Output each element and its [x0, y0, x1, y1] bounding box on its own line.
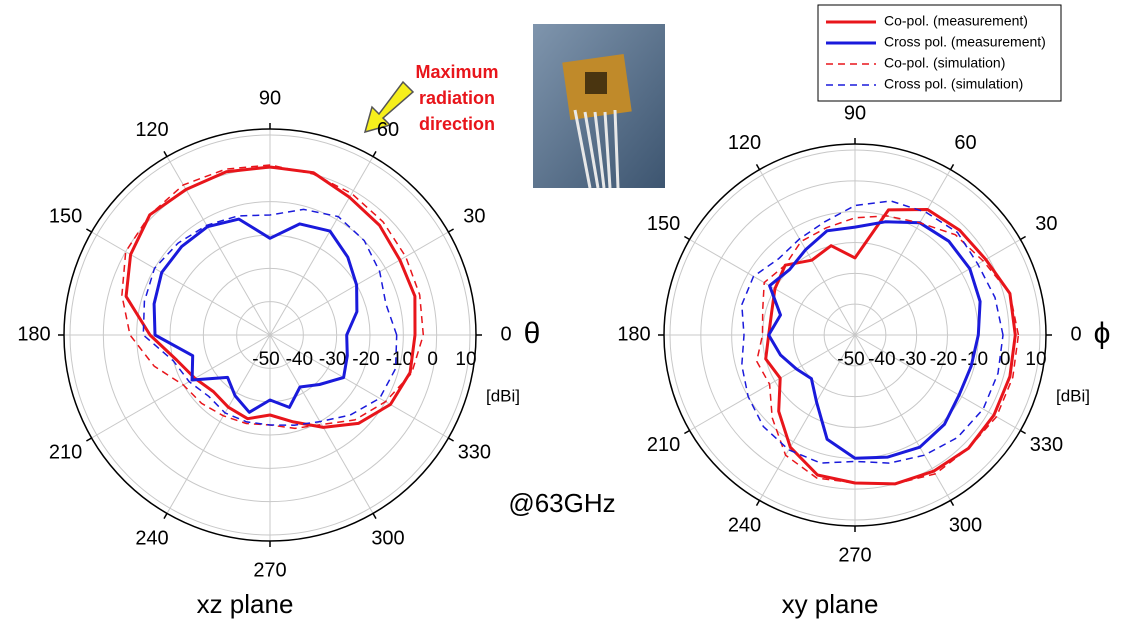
- annotation: direction: [419, 114, 495, 134]
- chart: Maximum radiation direction @63GHz 0 30 60…: [0, 0, 1127, 626]
- r-tick-label: 0: [427, 349, 438, 370]
- angle-tick: [684, 431, 689, 434]
- r-tick-label: 10: [455, 349, 476, 370]
- r-tick-label: -30: [899, 349, 926, 370]
- angle-tick-label: 300: [949, 515, 982, 537]
- angle-tick-label: 330: [1030, 434, 1063, 456]
- angle-tick-label: 300: [371, 528, 404, 550]
- legend-label: Co-pol. (simulation): [884, 55, 1005, 71]
- angle-tick-label: 240: [135, 528, 168, 550]
- angle-tick: [1020, 237, 1025, 240]
- angle-tick-label: 270: [838, 544, 871, 566]
- r-tick-label: 0: [1000, 349, 1011, 370]
- angle-tick-label: 120: [728, 132, 761, 154]
- angle-tick-label: 330: [458, 441, 491, 463]
- unit-label: [dBi]: [1056, 386, 1090, 405]
- r-tick-label: -50: [252, 349, 279, 370]
- angle-tick: [951, 500, 954, 505]
- r-tick-label: -40: [286, 349, 313, 370]
- angle-tick-label: 150: [49, 205, 82, 227]
- chart-title: xy plane: [782, 589, 879, 619]
- angle-tick: [86, 438, 91, 441]
- angle-tick-label: 0: [500, 323, 511, 345]
- r-tick-label: -40: [868, 349, 895, 370]
- angle-tick: [448, 229, 453, 232]
- annotation: radiation: [419, 88, 495, 108]
- unit-label: [dBi]: [486, 386, 520, 405]
- legend-label: Co-pol. (measurement): [884, 13, 1028, 29]
- chart-title: xz plane: [197, 589, 294, 619]
- angle-tick: [373, 513, 376, 518]
- legend-label: Cross pol. (measurement): [884, 34, 1046, 50]
- series-line: [769, 222, 980, 458]
- legend: Co-pol. (measurement) Cross pol. (measure…: [818, 5, 1061, 101]
- page: Maximum radiation direction @63GHz 0 30 60…: [0, 0, 1127, 626]
- grid-spoke: [760, 170, 856, 335]
- angle-tick-label: 90: [259, 87, 281, 109]
- photo: [533, 24, 665, 188]
- angle-tick: [757, 164, 760, 169]
- angle-tick: [1020, 431, 1025, 434]
- angle-tick-label: 60: [377, 119, 399, 141]
- angle-tick: [684, 237, 689, 240]
- grid-spoke: [690, 240, 855, 336]
- r-tick-label: -30: [319, 349, 346, 370]
- grid-spoke: [690, 335, 855, 431]
- series-line: [126, 167, 415, 427]
- angle-tick: [448, 438, 453, 441]
- angle-tick-label: 90: [844, 102, 866, 124]
- r-tick-label: -50: [837, 349, 864, 370]
- r-tick-label: -20: [930, 349, 957, 370]
- annotation: Maximum: [415, 62, 498, 82]
- angle-tick: [373, 151, 376, 156]
- grid-spoke: [855, 240, 1020, 336]
- series-line: [154, 219, 357, 412]
- r-tick-label: -20: [352, 349, 379, 370]
- angle-tick-label: 270: [253, 559, 286, 581]
- angle-label: θ: [524, 317, 541, 350]
- angle-tick: [757, 500, 760, 505]
- angle-tick-label: 150: [647, 213, 680, 235]
- angle-tick-label: 180: [617, 323, 650, 345]
- angle-tick: [164, 513, 167, 518]
- series-line: [742, 201, 1003, 463]
- angle-tick: [86, 229, 91, 232]
- legend-label: Cross pol. (simulation): [884, 76, 1023, 92]
- angle-tick: [164, 151, 167, 156]
- angle-label: ϕ: [1094, 317, 1111, 350]
- r-tick-label: -10: [386, 349, 413, 370]
- r-tick-label: 10: [1025, 349, 1046, 370]
- angle-tick-label: 240: [728, 515, 761, 537]
- angle-tick-label: 210: [647, 434, 680, 456]
- angle-tick-label: 60: [954, 132, 976, 154]
- grid-spoke: [855, 170, 951, 335]
- angle-tick-label: 180: [17, 323, 50, 345]
- angle-tick-label: 210: [49, 441, 82, 463]
- angle-tick: [951, 164, 954, 169]
- frequency-label: @63GHz: [508, 488, 615, 518]
- angle-tick-label: 0: [1070, 323, 1081, 345]
- angle-tick-label: 120: [135, 119, 168, 141]
- angle-tick-label: 30: [463, 205, 485, 227]
- angle-tick-label: 30: [1035, 213, 1057, 235]
